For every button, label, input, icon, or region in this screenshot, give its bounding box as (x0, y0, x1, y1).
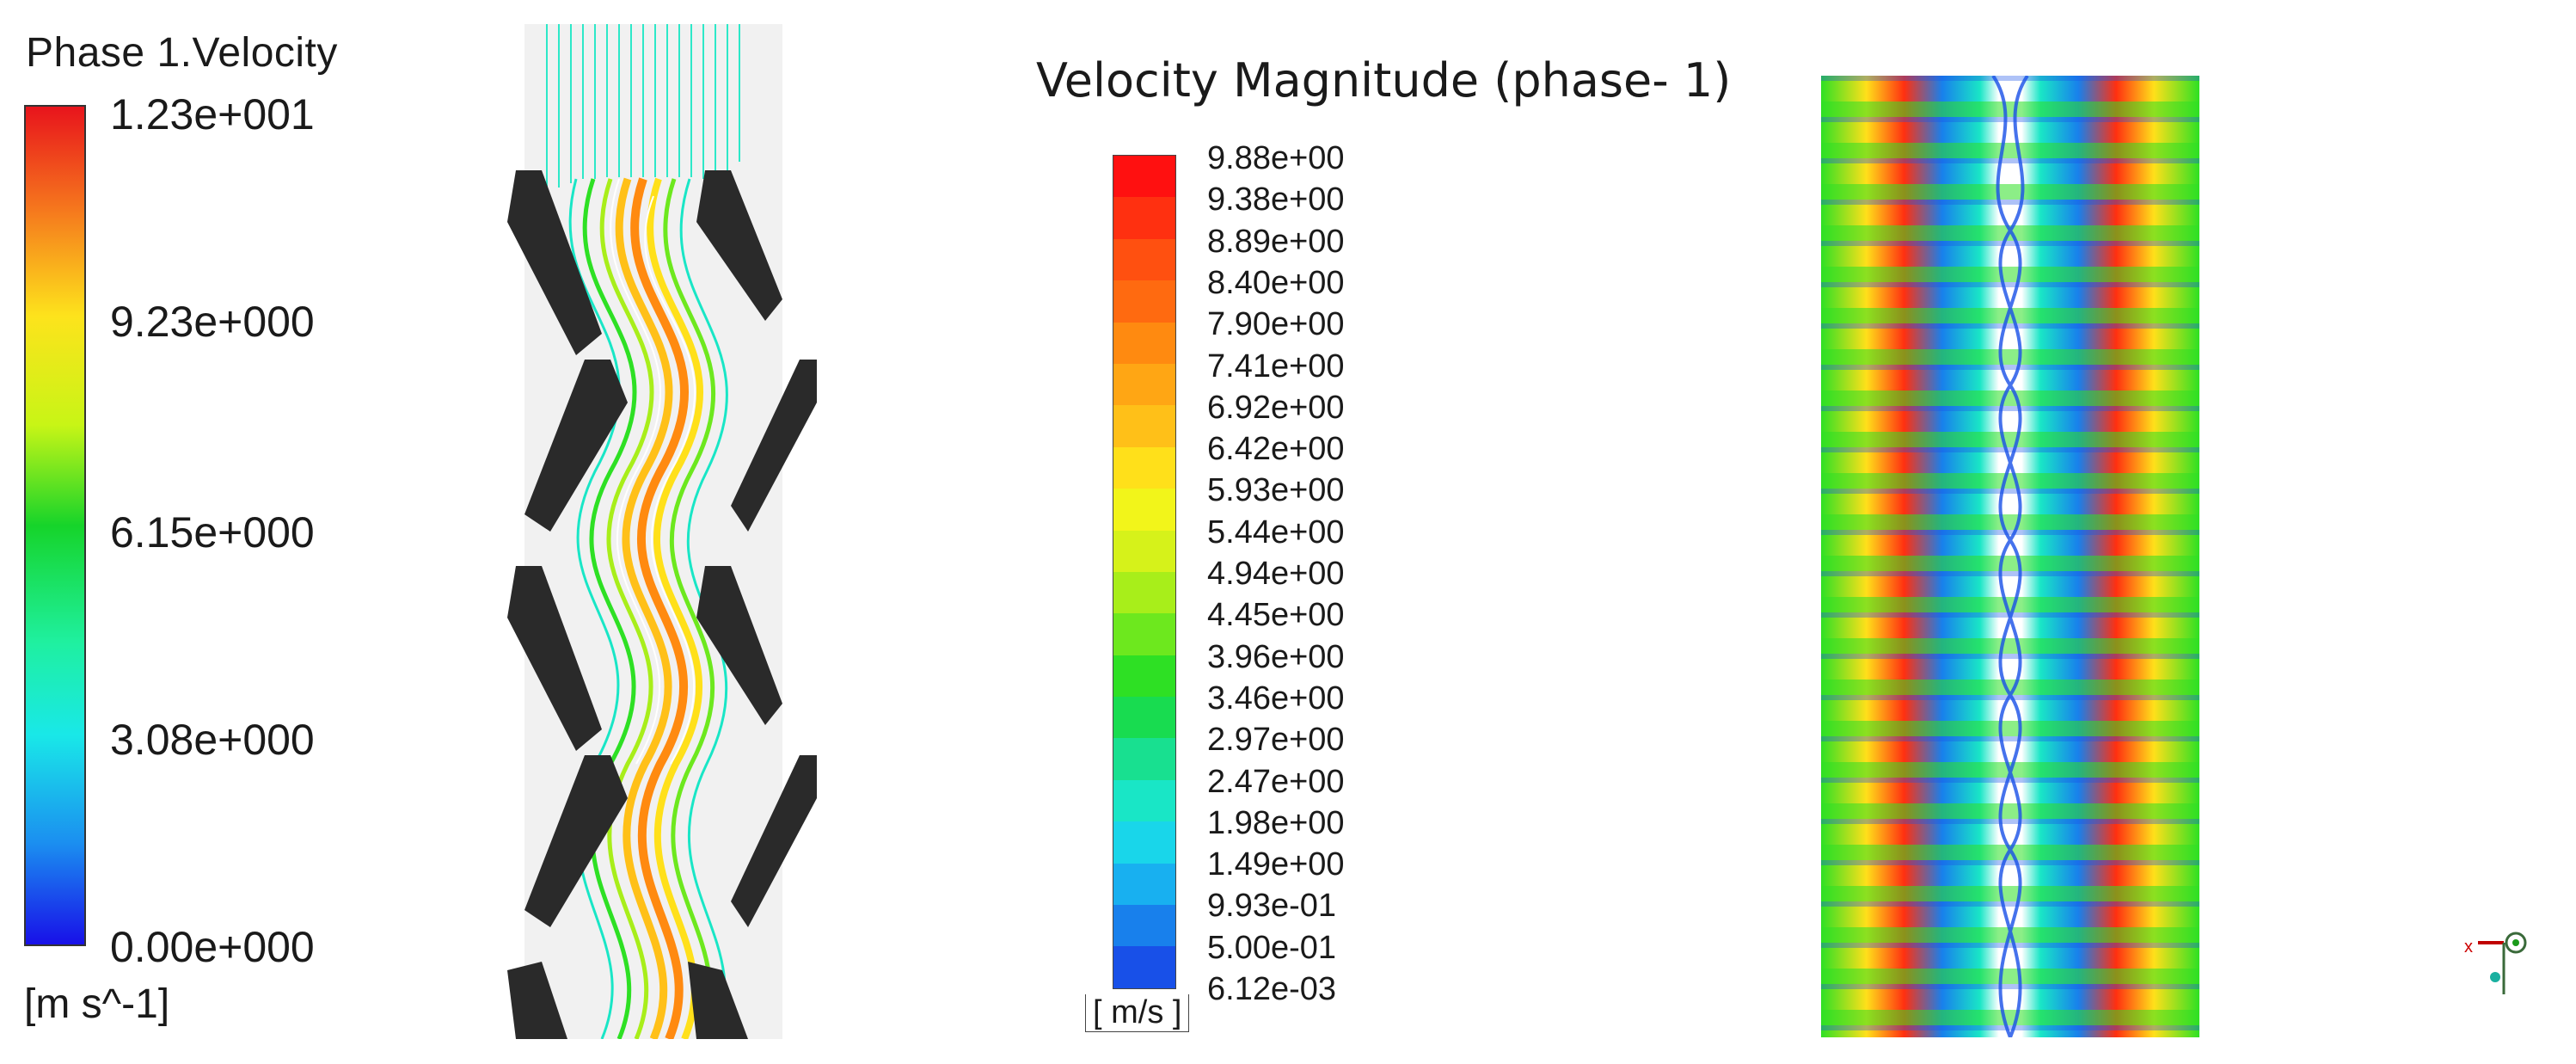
right-legend-tick: 5.44e+00 (1207, 514, 1345, 550)
right-legend-tick: 4.94e+00 (1207, 556, 1345, 592)
axis-x-label: x (2464, 938, 2473, 956)
inlet-streamlines (546, 24, 740, 188)
left-legend-title: Phase 1.Velocity (26, 30, 338, 76)
center-vortices (1991, 76, 2029, 1037)
right-colorbar-band (1113, 446, 1175, 489)
right-colorbar-band (1113, 156, 1175, 198)
right-colorbar-band (1113, 655, 1175, 698)
right-colorbar-band (1113, 863, 1175, 906)
right-legend-tick: 7.41e+00 (1207, 347, 1345, 384)
left-legend-tick: 0.00e+000 (110, 923, 315, 971)
right-legend-tick: 6.42e+00 (1207, 431, 1345, 468)
right-legend-tick: 7.90e+00 (1207, 306, 1345, 343)
right-colorbar-band (1113, 489, 1175, 531)
right-colorbar (1113, 155, 1176, 989)
right-legend-tick: 1.49e+00 (1207, 846, 1345, 883)
axis-triad-icon (2478, 932, 2527, 994)
right-colorbar-band (1113, 571, 1175, 614)
right-legend-tick: 5.93e+00 (1207, 472, 1345, 509)
right-colorbar-band (1113, 530, 1175, 572)
right-colorbar-band (1113, 363, 1175, 406)
contour-panel (1821, 76, 2199, 1037)
right-legend-tick: 5.00e-01 (1207, 929, 1337, 966)
right-legend-tick: 9.38e+00 (1207, 181, 1345, 218)
right-colorbar-band (1113, 821, 1175, 864)
right-legend-tick: 1.98e+00 (1207, 804, 1345, 841)
right-colorbar-band (1113, 697, 1175, 739)
left-legend-tick: 9.23e+000 (110, 298, 315, 346)
left-legend-tick: 3.08e+000 (110, 716, 315, 764)
right-legend-tick: 3.96e+00 (1207, 638, 1345, 675)
right-legend-tick: 4.45e+00 (1207, 597, 1345, 634)
streamline-panel (507, 24, 817, 1039)
baffles (507, 170, 817, 1039)
right-legend-tick: 8.89e+00 (1207, 223, 1345, 260)
right-legend-tick: 9.88e+00 (1207, 140, 1345, 176)
right-colorbar-band (1113, 322, 1175, 364)
right-legend-tick: 6.92e+00 (1207, 389, 1345, 426)
right-legend-tick: 8.40e+00 (1207, 264, 1345, 301)
left-legend-tick: 6.15e+000 (110, 508, 315, 557)
right-legend-title: Velocity Magnitude (phase- 1) (1036, 53, 1732, 108)
left-legend-unit: [m s^-1] (24, 981, 170, 1027)
left-legend-tick: 1.23e+001 (110, 90, 315, 138)
right-colorbar-band (1113, 238, 1175, 281)
right-colorbar-band (1113, 779, 1175, 822)
right-legend-tick: 3.46e+00 (1207, 680, 1345, 717)
right-colorbar-band (1113, 738, 1175, 780)
right-colorbar-band (1113, 613, 1175, 655)
right-colorbar-band (1113, 905, 1175, 947)
right-legend-tick: 6.12e-03 (1207, 971, 1337, 1007)
right-legend-unit: [ m/s ] (1085, 994, 1190, 1032)
right-colorbar-band (1113, 405, 1175, 447)
right-legend-tick: 9.93e-01 (1207, 888, 1337, 925)
right-colorbar-band (1113, 280, 1175, 323)
right-colorbar-band (1113, 197, 1175, 239)
right-legend-tick: 2.97e+00 (1207, 722, 1345, 759)
wavy-streamlines (568, 177, 728, 1039)
right-legend-tick: 2.47e+00 (1207, 763, 1345, 800)
left-colorbar (24, 105, 86, 946)
right-colorbar-band (1113, 946, 1175, 988)
